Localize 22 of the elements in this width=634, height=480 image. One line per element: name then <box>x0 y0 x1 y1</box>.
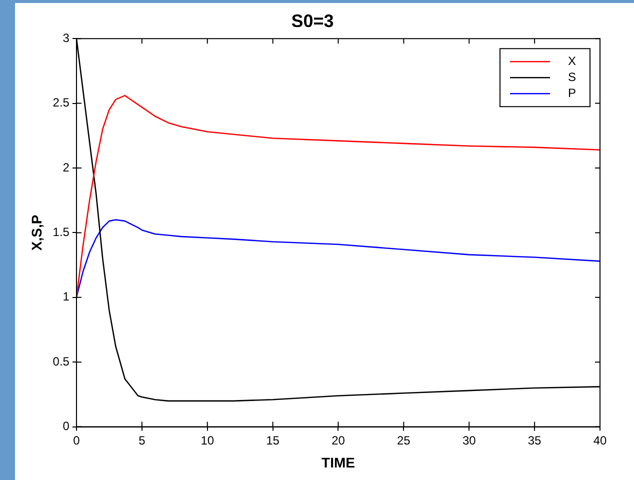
legend-label: X <box>568 54 576 68</box>
x-tick-label: 10 <box>200 433 214 448</box>
y-tick-label: 1 <box>62 290 70 304</box>
x-tick-label: 20 <box>332 433 346 448</box>
y-tick-label: 2.5 <box>52 96 70 110</box>
x-tick-label: 40 <box>593 433 607 448</box>
x-tick-label: 15 <box>266 433 280 448</box>
x-tick-label: 25 <box>397 433 411 448</box>
y-tick-label: 2 <box>62 160 70 174</box>
x-tick-label: 0 <box>73 433 80 448</box>
y-tick-label: 0.5 <box>52 354 70 368</box>
x-tick-label: 35 <box>528 433 542 448</box>
legend-label: S <box>568 70 576 84</box>
y-tick-label: 3 <box>62 30 70 45</box>
y-tick-label: 1.5 <box>52 225 70 240</box>
legend-label: P <box>568 86 576 100</box>
x-tick-label: 30 <box>462 433 476 448</box>
y-axis-title: X,S,P <box>28 214 44 251</box>
y-tick-label: 0 <box>62 419 70 434</box>
x-axis-title: TIME <box>322 454 355 470</box>
x-tick-label: 5 <box>138 433 146 448</box>
chart-title: S0=3 <box>291 10 334 31</box>
